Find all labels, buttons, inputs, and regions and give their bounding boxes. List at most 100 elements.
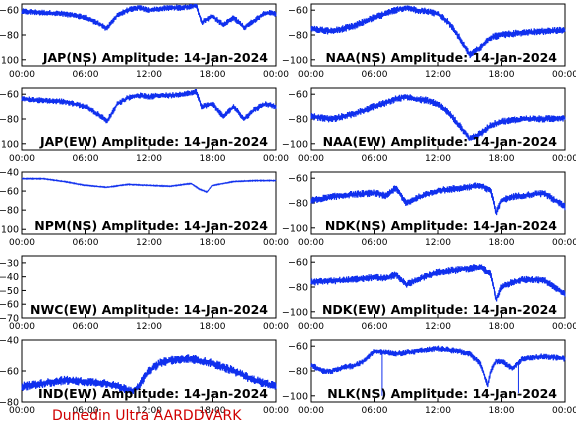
series-line — [21, 3, 277, 31]
y-tick-label: −100 — [282, 391, 308, 402]
y-tick-label: −80 — [288, 367, 308, 378]
y-tick-label: −60 — [0, 367, 19, 378]
x-tick-label: 00:00 — [552, 322, 576, 332]
x-tick-label: 12:00 — [425, 406, 451, 416]
x-tick-label: 06:00 — [73, 322, 99, 332]
x-tick-label: 18:00 — [489, 70, 515, 80]
series-line — [310, 5, 566, 59]
x-tick-label: 00:00 — [298, 238, 324, 248]
x-tick-label: 06:00 — [73, 406, 99, 416]
y-tick-label: −60 — [0, 300, 19, 311]
x-tick-label: 00:00 — [263, 154, 289, 164]
series-line — [310, 94, 566, 141]
x-tick-label: 18:00 — [489, 322, 515, 332]
y-tick-label: −80 — [288, 283, 308, 294]
y-tick-label: −100 — [0, 139, 19, 150]
x-tick-label: 06:00 — [73, 238, 99, 248]
x-tick-label: 00:00 — [263, 70, 289, 80]
y-tick-label: −100 — [0, 225, 19, 236]
x-tick-label: 12:00 — [136, 238, 162, 248]
x-tick-label: 00:00 — [552, 70, 576, 80]
panel-title: NLK(NS) Amplitude: 14-Jan-2024 — [327, 386, 557, 401]
x-tick-label: 18:00 — [489, 406, 515, 416]
y-tick-label: −60 — [288, 90, 308, 101]
x-tick-label: 00:00 — [9, 406, 35, 416]
x-tick-label: 06:00 — [73, 154, 99, 164]
y-tick-label: −50 — [0, 286, 19, 297]
x-tick-label: 00:00 — [552, 238, 576, 248]
series-line — [21, 177, 277, 194]
panel-title: NDK(NS) Amplitude: 14-Jan-2024 — [325, 218, 557, 233]
x-tick-label: 12:00 — [425, 238, 451, 248]
panel-title: IND(EW) Amplitude: 14-Jan-2024 — [38, 386, 268, 401]
y-tick-label: −40 — [0, 272, 19, 283]
y-tick-label: −70 — [0, 314, 19, 325]
y-tick-label: −60 — [288, 258, 308, 269]
series-line — [21, 89, 277, 124]
x-tick-label: 18:00 — [200, 70, 226, 80]
x-tick-label: 00:00 — [263, 406, 289, 416]
y-tick-label: −40 — [0, 336, 19, 347]
y-tick-label: −60 — [288, 6, 308, 17]
panel-title: NWC(EW) Amplitude: 14-Jan-2024 — [30, 302, 268, 317]
y-tick-label: −100 — [282, 55, 308, 66]
x-tick-label: 06:00 — [362, 238, 388, 248]
panel-title: NDK(EW) Amplitude: 14-Jan-2024 — [322, 302, 557, 317]
series-line — [310, 264, 566, 302]
x-tick-label: 18:00 — [200, 238, 226, 248]
x-tick-label: 00:00 — [9, 238, 35, 248]
panel-title: NAA(NS) Amplitude: 14-Jan-2024 — [326, 50, 558, 65]
x-tick-label: 00:00 — [298, 154, 324, 164]
y-tick-label: −80 — [0, 31, 19, 42]
y-tick-label: −60 — [0, 6, 19, 17]
x-tick-label: 18:00 — [489, 154, 515, 164]
y-tick-label: −100 — [282, 139, 308, 150]
x-tick-label: 12:00 — [136, 154, 162, 164]
panel-title: NAA(EW) Amplitude: 14-Jan-2024 — [323, 134, 558, 149]
y-tick-label: −60 — [288, 342, 308, 353]
x-tick-label: 06:00 — [73, 70, 99, 80]
x-tick-label: 18:00 — [200, 154, 226, 164]
x-tick-label: 06:00 — [362, 154, 388, 164]
y-tick-label: −80 — [0, 206, 19, 217]
y-tick-label: −60 — [0, 187, 19, 198]
x-tick-label: 00:00 — [552, 154, 576, 164]
x-tick-label: 06:00 — [362, 70, 388, 80]
y-tick-label: −80 — [288, 115, 308, 126]
y-tick-label: −100 — [0, 55, 19, 66]
y-tick-label: −80 — [288, 31, 308, 42]
y-tick-label: −80 — [0, 115, 19, 126]
y-tick-label: −100 — [282, 223, 308, 234]
x-tick-label: 00:00 — [298, 322, 324, 332]
x-tick-label: 00:00 — [552, 406, 576, 416]
x-tick-label: 00:00 — [263, 238, 289, 248]
x-tick-label: 12:00 — [425, 154, 451, 164]
x-tick-label: 12:00 — [425, 70, 451, 80]
series-line — [21, 354, 277, 395]
y-tick-label: −30 — [0, 258, 19, 269]
panel-title: JAP(EW) Amplitude: 14-Jan-2024 — [39, 134, 268, 149]
x-tick-label: 00:00 — [9, 322, 35, 332]
panel-title: JAP(NS) Amplitude: 14-Jan-2024 — [42, 50, 268, 65]
x-tick-label: 00:00 — [9, 70, 35, 80]
x-tick-label: 18:00 — [200, 406, 226, 416]
x-tick-label: 00:00 — [298, 70, 324, 80]
y-tick-label: −80 — [0, 398, 19, 409]
series-line — [310, 345, 566, 388]
x-tick-label: 18:00 — [200, 322, 226, 332]
panel-title: NPM(NS) Amplitude: 14-Jan-2024 — [34, 218, 268, 233]
x-tick-label: 12:00 — [136, 70, 162, 80]
footer-caption: Dunedin Ultra AARDDVARK — [52, 408, 242, 424]
x-tick-label: 12:00 — [425, 322, 451, 332]
series-line — [310, 182, 566, 216]
x-tick-label: 00:00 — [263, 322, 289, 332]
x-tick-label: 00:00 — [298, 406, 324, 416]
y-tick-label: −80 — [288, 199, 308, 210]
x-tick-label: 12:00 — [136, 322, 162, 332]
x-tick-label: 12:00 — [136, 406, 162, 416]
y-tick-label: −60 — [288, 174, 308, 185]
x-tick-label: 06:00 — [362, 406, 388, 416]
x-tick-label: 18:00 — [489, 238, 515, 248]
y-tick-label: −60 — [0, 90, 19, 101]
